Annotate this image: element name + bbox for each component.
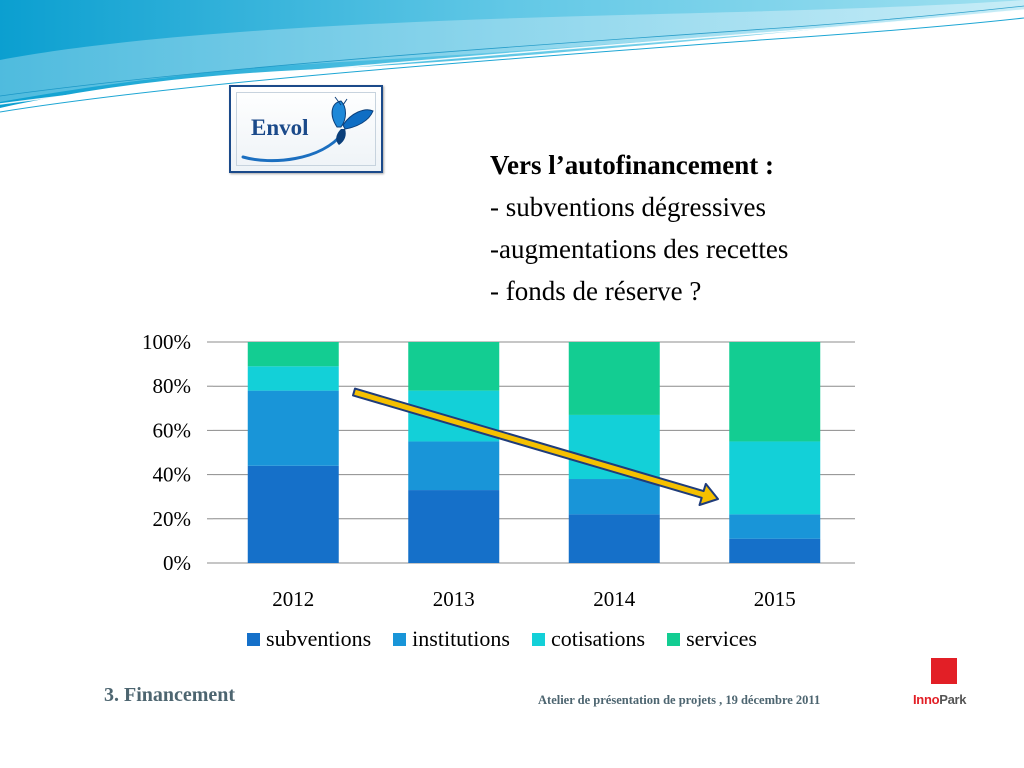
- y-tick-label: 100%: [142, 330, 191, 354]
- heading-block: Vers l’autofinancement : - subventions d…: [490, 144, 910, 312]
- y-tick-label: 0%: [163, 551, 191, 575]
- section-label: 3. Financement: [104, 684, 236, 706]
- bar-segment-services: [568, 342, 660, 415]
- slide-heading: Vers l’autofinancement :: [490, 150, 774, 180]
- innopark-logo: InnoPark: [906, 652, 978, 714]
- legend-label: services: [686, 626, 757, 651]
- legend-label: institutions: [412, 626, 510, 651]
- header-swoosh-decoration: [0, 0, 1024, 113]
- footer-text: Atelier de présentation de projets , 19 …: [538, 693, 821, 707]
- trend-arrow: [352, 387, 719, 506]
- y-tick-label: 40%: [153, 463, 192, 487]
- legend-swatch: [667, 632, 681, 646]
- legend-label: cotisations: [550, 626, 646, 651]
- chart-legend: subventions institutions cotisations ser…: [0, 626, 1014, 652]
- bar-segment-services: [408, 342, 500, 391]
- bar-segment-institutions: [729, 514, 821, 539]
- bar-segment-institutions: [247, 390, 339, 466]
- x-tick-label: 2012: [272, 587, 314, 611]
- bar-segment-subventions: [568, 514, 660, 563]
- y-tick-label: 20%: [153, 507, 192, 531]
- bar-segment-subventions: [729, 538, 821, 563]
- legend-item-subventions: subventions: [247, 626, 371, 652]
- butterfly-icon: [241, 96, 374, 163]
- bar-segment-subventions: [247, 465, 339, 563]
- envol-logo: Envol: [229, 85, 383, 173]
- bullet-item: -augmentations des recettes: [490, 234, 789, 264]
- bar-segment-institutions: [568, 479, 660, 515]
- bar-segment-subventions: [408, 490, 500, 563]
- y-tick-label: 60%: [153, 418, 192, 442]
- y-tick-label: 80%: [153, 374, 192, 398]
- legend-label: subventions: [266, 626, 372, 651]
- bar-segment-services: [729, 342, 821, 442]
- legend-swatch: [393, 632, 407, 646]
- innopark-logo-square: [931, 658, 957, 684]
- x-tick-label: 2015: [754, 587, 796, 611]
- x-tick-label: 2014: [593, 587, 636, 611]
- bar-segment-services: [247, 342, 339, 367]
- legend-swatch: [247, 632, 261, 646]
- envol-logo-text: Envol: [251, 115, 309, 140]
- bar-segment-cotisations: [247, 366, 339, 391]
- stacked-bar-chart: 0% 20% 40% 60% 80% 100% 2012 2013 2014 2015: [142, 330, 855, 611]
- bar-segment-cotisations: [729, 441, 821, 515]
- bar-segment-institutions: [408, 441, 500, 491]
- legend-item-cotisations: cotisations: [531, 626, 646, 652]
- legend-item-institutions: institutions: [393, 626, 510, 652]
- x-tick-label: 2013: [433, 587, 475, 611]
- bullet-item: - fonds de réserve ?: [490, 276, 702, 306]
- innopark-logo-text: InnoPark: [913, 692, 967, 707]
- legend-item-services: services: [667, 626, 757, 652]
- legend-swatch: [531, 632, 545, 646]
- bullet-item: - subventions dégressives: [490, 192, 766, 222]
- envol-logo-frame: [236, 92, 376, 166]
